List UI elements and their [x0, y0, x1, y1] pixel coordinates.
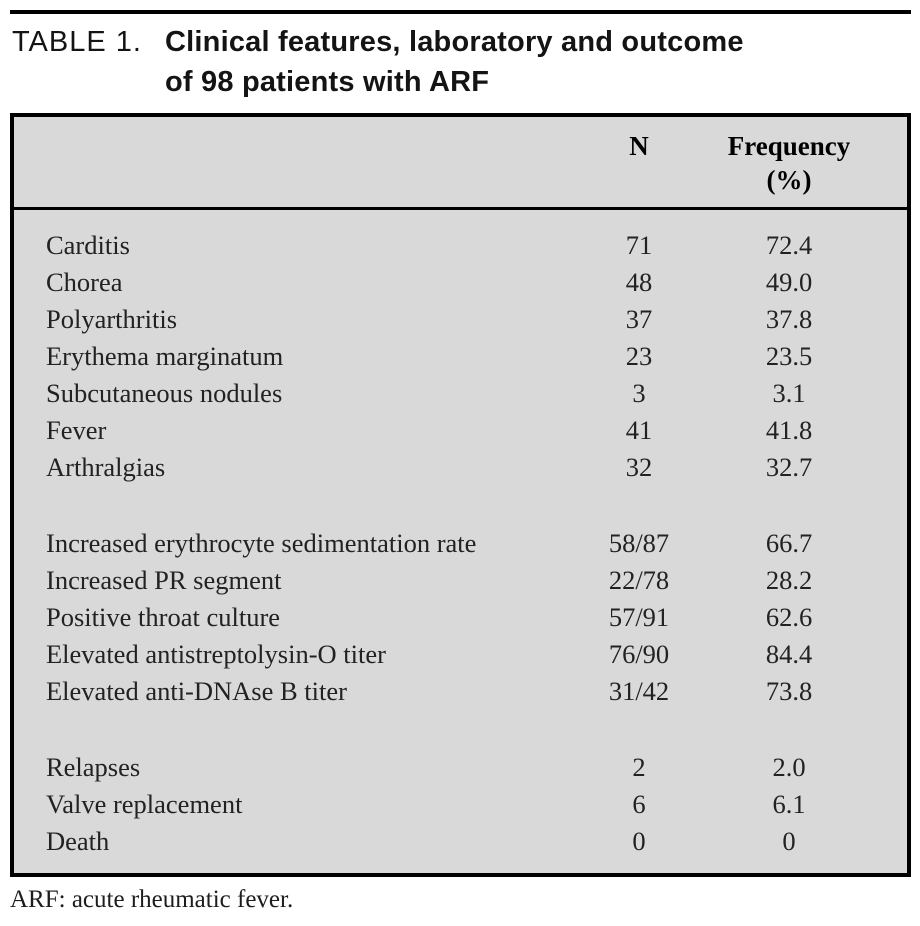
feature-cell: Elevated anti-DNAse B titer: [46, 676, 347, 706]
feature-cell: Subcutaneous nodules: [46, 378, 283, 408]
frequency-cell: 37.8: [765, 304, 813, 334]
feature-cell: Valve replacement: [46, 789, 243, 819]
feature-cell: Death: [46, 826, 110, 856]
table-row: Death 0 0: [14, 823, 907, 860]
table-body: Carditis 71 72.4 Chorea 48 49.0 Polyarth…: [14, 210, 907, 860]
table-row: Increased PR segment 22/78 28.2: [14, 562, 907, 599]
n-cell: 37: [625, 304, 653, 334]
n-cell: 6: [632, 789, 646, 819]
row-group-outcome: Relapses 2 2.0 Valve replacement 6 6.1 D…: [14, 749, 907, 860]
table-row: Elevated anti-DNAse B titer 31/42 73.8: [14, 673, 907, 710]
table-row: Arthralgias 32 32.7: [14, 449, 907, 486]
n-cell: 58/87: [608, 528, 670, 558]
n-cell: 57/91: [608, 602, 670, 632]
n-cell: 32: [625, 452, 653, 482]
n-cell: 3: [632, 378, 646, 408]
n-cell: 0: [632, 826, 646, 856]
n-cell: 31/42: [608, 676, 670, 706]
frequency-cell: 28.2: [765, 565, 813, 595]
feature-cell: Chorea: [46, 267, 123, 297]
title-top-rule: [10, 10, 911, 14]
frequency-cell: 3.1: [772, 378, 806, 408]
frequency-cell: 6.1: [772, 789, 806, 819]
feature-cell: Fever: [46, 415, 107, 445]
frequency-cell: 49.0: [765, 267, 813, 297]
header-frequency-line1: Frequency: [727, 131, 851, 161]
header-n: N: [629, 131, 649, 161]
table-row: Valve replacement 6 6.1: [14, 786, 907, 823]
table-title-text: Clinical features, laboratory and outcom…: [165, 22, 744, 102]
frequency-cell: 62.6: [765, 602, 813, 632]
table-row: Polyarthritis 37 37.8: [14, 301, 907, 338]
frequency-cell: 84.4: [765, 639, 813, 669]
feature-cell: Polyarthritis: [46, 304, 178, 334]
frequency-cell: 72.4: [765, 230, 813, 260]
feature-cell: Arthralgias: [46, 452, 166, 482]
feature-cell: Increased PR segment: [46, 565, 282, 595]
header-frequency-line2: (%): [766, 165, 812, 195]
n-cell: 23: [625, 341, 653, 371]
data-table: N Frequency (%) Carditis 71 72.4 Chorea …: [10, 113, 911, 877]
table-row: Erythema marginatum 23 23.5: [14, 338, 907, 375]
frequency-cell: 23.5: [765, 341, 813, 371]
n-cell: 2: [632, 752, 646, 782]
table-header-row: N Frequency (%): [14, 117, 907, 210]
table-row: Elevated antistreptolysin-O titer 76/90 …: [14, 636, 907, 673]
frequency-cell: 41.8: [765, 415, 813, 445]
table-row: Increased erythrocyte sedimentation rate…: [14, 525, 907, 562]
frequency-cell: 32.7: [765, 452, 813, 482]
feature-cell: Relapses: [46, 752, 141, 782]
feature-cell: Positive throat culture: [46, 602, 281, 632]
feature-cell: Erythema marginatum: [46, 341, 284, 371]
n-cell: 48: [625, 267, 653, 297]
table-row: Chorea 48 49.0: [14, 264, 907, 301]
table-row: Relapses 2 2.0: [14, 749, 907, 786]
n-cell: 76/90: [608, 639, 670, 669]
frequency-cell: 66.7: [765, 528, 813, 558]
frequency-cell: 0: [782, 826, 796, 856]
table-number-label: TABLE 1.: [12, 26, 142, 58]
header-frequency: Frequency (%): [699, 129, 879, 207]
table-row: Positive throat culture 57/91 62.6: [14, 599, 907, 636]
feature-cell: Elevated antistreptolysin-O titer: [46, 639, 386, 669]
n-cell: 41: [625, 415, 653, 445]
frequency-cell: 2.0: [772, 752, 806, 782]
frequency-cell: 73.8: [765, 676, 813, 706]
n-cell: 22/78: [608, 565, 670, 595]
table-title-line2: of 98 patients with ARF: [165, 66, 490, 98]
table-row: Carditis 71 72.4: [14, 227, 907, 264]
table-row: Subcutaneous nodules 3 3.1: [14, 375, 907, 412]
table-footnote: ARF: acute rheumatic fever.: [10, 886, 294, 913]
table-title-line1: Clinical features, laboratory and outcom…: [165, 26, 744, 58]
header-feature: [46, 129, 579, 207]
row-group-laboratory: Increased erythrocyte sedimentation rate…: [14, 525, 907, 710]
feature-cell: Increased erythrocyte sedimentation rate: [46, 528, 477, 558]
table-row: Fever 41 41.8: [14, 412, 907, 449]
row-group-clinical-features: Carditis 71 72.4 Chorea 48 49.0 Polyarth…: [14, 227, 907, 486]
n-cell: 71: [625, 230, 653, 260]
table-title: TABLE 1. Clinical features, laboratory a…: [12, 22, 910, 102]
feature-cell: Carditis: [46, 230, 130, 260]
